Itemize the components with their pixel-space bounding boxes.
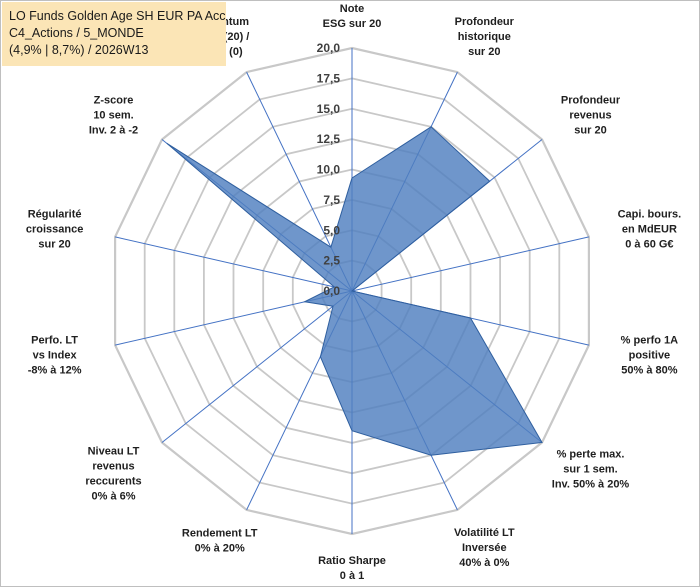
chart-title-line-2: C4_Actions / 5_MONDE <box>9 26 144 40</box>
radial-tick-label: 7,5 <box>323 193 340 207</box>
radial-tick-label: 12,5 <box>317 132 341 146</box>
radial-axis-ticks: 0,0 2,5 5,0 7,5 10,0 12,5 15,0 17,5 20,0 <box>317 41 341 298</box>
radial-tick-label: 17,5 <box>317 71 341 85</box>
category-label: Profondeur historique sur 20 <box>455 16 515 58</box>
category-label: % perfo 1A positive 50% à 80% <box>621 335 679 377</box>
series-area <box>166 126 543 456</box>
radial-tick-label: 15,0 <box>317 102 341 116</box>
category-label: Volatilité LT Inversée 40% à 0% <box>454 527 515 569</box>
radial-tick-label: 10,0 <box>317 163 341 177</box>
axis-spoke <box>161 290 353 443</box>
category-label: Profondeur revenus sur 20 <box>561 95 621 137</box>
category-label: Niveau LT revenus reccurents 0% à 6% <box>85 445 141 502</box>
radial-tick-label: 0,0 <box>323 284 340 298</box>
chart-title-box: LO Funds Golden Age SH EUR PA Acc C4_Act… <box>2 2 226 66</box>
radial-tick-label: 5,0 <box>323 223 340 237</box>
category-label: Note ESG sur 20 <box>323 3 382 30</box>
chart-title-line-1: LO Funds Golden Age SH EUR PA Acc <box>9 9 226 23</box>
radar-series <box>166 126 543 456</box>
radial-tick-label: 2,5 <box>323 254 340 268</box>
category-label: Ratio Sharpe 0 à 1 <box>318 555 386 582</box>
category-label: % perte max. sur 1 sem. Inv. 50% à 20% <box>552 448 630 490</box>
axis-spoke <box>351 236 590 292</box>
radial-tick-label: 20,0 <box>317 41 341 55</box>
category-label: Régularité croissance sur 20 <box>26 208 83 250</box>
axis-spoke <box>114 236 353 292</box>
category-label: Rendement LT 0% à 20% <box>182 528 258 555</box>
chart-title-line-3: (4,9% | 8,7%) / 2026W13 <box>9 43 149 57</box>
category-label: Perfo. LT vs Index -8% à 12% <box>28 335 82 377</box>
category-label: Z-score 10 sem. Inv. 2 à -2 <box>89 95 138 137</box>
category-label: Capi. bours. en MdEUR 0 à 60 G€ <box>618 208 682 250</box>
